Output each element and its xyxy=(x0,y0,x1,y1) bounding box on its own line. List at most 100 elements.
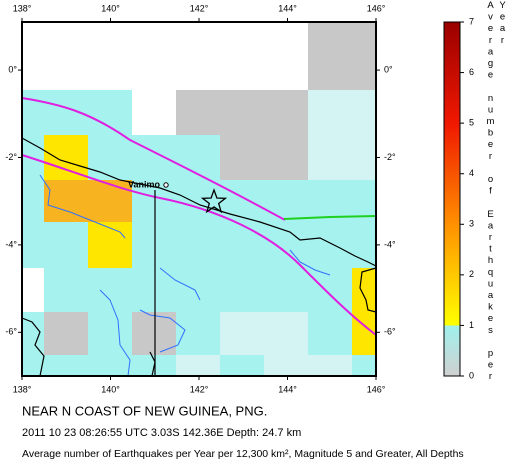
grid-cell xyxy=(308,222,352,268)
river xyxy=(159,267,201,301)
river xyxy=(39,174,126,239)
grid-cell xyxy=(176,268,220,312)
grid-cell xyxy=(176,355,220,376)
grid-cell xyxy=(22,222,44,268)
colorbar-tick-label: 1 xyxy=(469,320,474,330)
grid-cell xyxy=(44,268,88,312)
grid-cell xyxy=(220,268,264,312)
grid-cell xyxy=(132,135,176,180)
grid-cell xyxy=(88,135,132,180)
trench-line xyxy=(21,154,377,336)
x-tick-label: 146° xyxy=(367,3,386,13)
event-info: 2011 10 23 08:26:55 UTC 3.03S 142.36E De… xyxy=(22,427,301,439)
grid-cell xyxy=(308,355,352,376)
river xyxy=(99,289,131,377)
grid-cell xyxy=(264,312,308,355)
grid-cell xyxy=(22,90,44,135)
grid-cell xyxy=(44,180,88,222)
grid-cell xyxy=(352,135,376,180)
grid-cell xyxy=(22,180,44,222)
epicenter-star xyxy=(200,188,228,214)
y-tick-label: 0° xyxy=(8,64,17,74)
grid-cell xyxy=(352,44,376,90)
y-tick-label: -4° xyxy=(384,239,396,249)
grid-cell xyxy=(176,22,220,44)
colorbar-tick-label: 0 xyxy=(469,370,474,380)
grid-cell xyxy=(132,268,176,312)
grid-cell xyxy=(132,312,176,355)
caption: Average number of Earthquakes per Year p… xyxy=(22,448,464,460)
colorbar-tick-label: 2 xyxy=(469,269,474,279)
y-tick-label: -2° xyxy=(384,152,396,162)
colorbar-tick-label: 3 xyxy=(469,219,474,229)
grid-cell xyxy=(44,22,88,44)
grid-cell xyxy=(176,312,220,355)
grid-cell xyxy=(308,22,352,44)
colorbar-tick-label: 5 xyxy=(469,118,474,128)
grid-cell xyxy=(264,90,308,135)
grid-cell xyxy=(264,222,308,268)
grid-cell xyxy=(220,22,264,44)
grid-cell xyxy=(132,90,176,135)
grid-cell xyxy=(308,180,352,222)
grid-cell xyxy=(22,312,44,355)
colorbar-tick-label: 6 xyxy=(469,67,474,77)
river xyxy=(139,309,186,353)
grid-cell xyxy=(88,222,132,268)
grid-cell xyxy=(352,22,376,44)
grid-cell xyxy=(220,222,264,268)
grid-cell xyxy=(22,22,44,44)
grid-cell xyxy=(352,355,376,376)
grid-cell xyxy=(308,44,352,90)
grid-cell xyxy=(308,312,352,355)
y-tick-label: 0° xyxy=(384,64,393,74)
grid-cell xyxy=(88,312,132,355)
y-tick-label: -2° xyxy=(5,152,17,162)
grid-cell xyxy=(88,268,132,312)
grid-cell xyxy=(264,44,308,90)
trench-line xyxy=(21,97,286,221)
grid-cell xyxy=(264,180,308,222)
grid-cell xyxy=(308,135,352,180)
grid-cell xyxy=(220,180,264,222)
grid-cell xyxy=(176,222,220,268)
grid-cell xyxy=(220,355,264,376)
grid-cell xyxy=(88,44,132,90)
colorbar-label: Average number of Earthquakes per Year xyxy=(485,0,508,383)
grid-cell xyxy=(176,44,220,90)
city-label: Vanimo xyxy=(128,179,161,189)
y-tick-label: -6° xyxy=(5,327,17,337)
fault-line xyxy=(283,215,377,220)
x-tick-label: 138° xyxy=(13,384,32,394)
colorbar xyxy=(443,21,461,377)
grid-cell xyxy=(88,355,132,376)
y-tick-label: -4° xyxy=(5,239,17,249)
x-tick-label: 144° xyxy=(278,384,297,394)
grid-cell xyxy=(22,44,44,90)
grid-cell xyxy=(220,90,264,135)
grid-cell xyxy=(88,22,132,44)
grid-cell xyxy=(132,22,176,44)
grid-cell xyxy=(220,44,264,90)
x-tick-label: 140° xyxy=(101,384,120,394)
coastline xyxy=(21,317,45,377)
x-tick-label: 144° xyxy=(278,3,297,13)
grid-cell xyxy=(264,355,308,376)
grid-cell xyxy=(132,44,176,90)
grid-cell xyxy=(352,90,376,135)
grid-cell xyxy=(22,355,44,376)
coastline xyxy=(359,267,377,313)
title: NEAR N COAST OF NEW GUINEA, PNG. xyxy=(22,403,267,418)
city-marker xyxy=(163,182,169,188)
grid-cell xyxy=(88,180,132,222)
grid-cell xyxy=(44,44,88,90)
grid-cell xyxy=(22,268,44,312)
map-lines xyxy=(21,97,377,377)
grid-cell xyxy=(220,312,264,355)
grid-cell xyxy=(264,268,308,312)
grid-cell xyxy=(176,180,220,222)
grid-cell xyxy=(352,268,376,312)
grid-cell xyxy=(44,222,88,268)
